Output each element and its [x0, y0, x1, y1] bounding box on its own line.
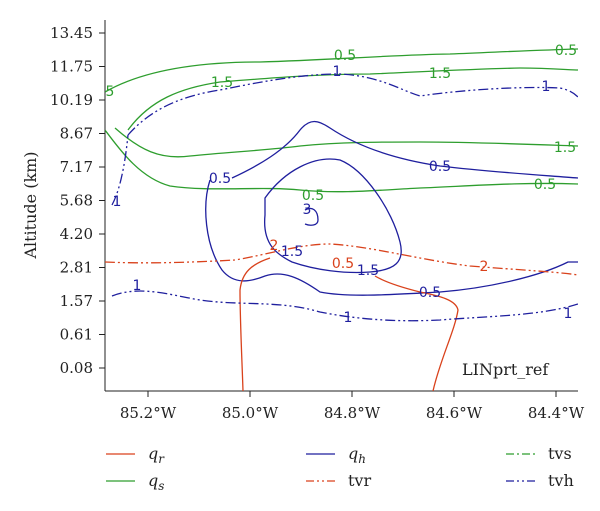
legend-label-tvr: tvr [348, 471, 371, 490]
y-tick-label: 1.57 [60, 292, 93, 310]
tvh-label-1-low-right: 1 [564, 306, 573, 322]
tvr-label-0p5: 0.5 [332, 256, 354, 272]
legend-label-tvs: tvs [548, 444, 572, 463]
qh-contour-1p5-inner [264, 158, 402, 274]
y-ticks: 13.45 11.75 10.19 8.67 7.17 5.68 4.20 2.81 1.57 0… [50, 24, 105, 377]
plot-area [105, 48, 578, 391]
qs-label-0p5-right: 0.5 [555, 43, 577, 59]
legend-item-qr: qr [106, 444, 165, 466]
legend-item-tvs: tvs [506, 444, 572, 463]
qs-contour-0p5-lower [105, 129, 578, 193]
x-tick-label: 85.2°W [120, 404, 177, 422]
tvh-label-1-right-top: 1 [542, 79, 551, 95]
y-tick-label: 13.45 [50, 24, 93, 42]
qh-label-1p5-a: 1.5 [281, 244, 303, 260]
y-tick-label: 5.68 [60, 192, 93, 210]
legend-item-qh: qh [306, 444, 366, 466]
qs-contour-0p5-upper [105, 48, 578, 93]
qs-label-0p5-top: 0.5 [334, 48, 356, 64]
qh-label-3: 3 [303, 202, 312, 218]
y-tick-label: 0.61 [60, 326, 93, 344]
qs-contour-1p5-upper [127, 67, 578, 131]
x-tick-label: 85.0°W [222, 404, 279, 422]
legend-label-qr: qr [148, 444, 165, 466]
x-tick-label: 84.6°W [426, 404, 483, 422]
tvh-contour-upper [127, 73, 578, 136]
tvh-contour-left [111, 134, 129, 206]
qh-contour-3 [304, 207, 319, 226]
tvh-label-1-top: 1 [333, 64, 342, 80]
qh-contour-1p5 [231, 120, 578, 179]
legend-item-qs: qs [106, 471, 164, 493]
contour-labels: 0.5 0.5 1.5 1.5 1.5 0.5 0.5 5 0.5 0.5 1.… [106, 43, 578, 326]
qh-label-0p5-low: 0.5 [419, 285, 441, 301]
qs-contour-1p5-lower [114, 127, 578, 158]
legend-item-tvr: tvr [306, 471, 371, 490]
y-tick-label: 10.19 [50, 91, 93, 109]
axes [104, 20, 578, 392]
qh-label-0p5-left: 0.5 [209, 171, 231, 187]
y-tick-label: 0.08 [60, 359, 93, 377]
qs-label-0p5-mid: 0.5 [302, 188, 324, 204]
tvh-label-1-low-mid: 1 [344, 310, 353, 326]
legend: qr qs qh tvr tvs tvh [106, 444, 574, 493]
legend-item-tvh: tvh [506, 471, 574, 490]
legend-label-qs: qs [148, 471, 164, 493]
y-tick-label: 7.17 [60, 158, 93, 176]
panel-label: LINprt_ref [462, 360, 549, 379]
legend-label-tvh: tvh [548, 471, 574, 490]
qs-label-0p5-lower-right: 0.5 [534, 177, 556, 193]
tvr-label-2-right: 2 [480, 259, 489, 275]
y-tick-label: 4.20 [60, 225, 93, 243]
y-tick-label: 8.67 [60, 125, 93, 143]
qh-label-0p5-mid: 0.5 [429, 159, 451, 175]
legend-label-qh: qh [348, 444, 366, 466]
x-ticks: 85.2°W 85.0°W 84.8°W 84.6°W 84.4°W [120, 391, 585, 422]
qs-label-1p5-left: 1.5 [211, 75, 233, 91]
qs-label-5-left: 5 [106, 84, 115, 100]
qr-contour-left [239, 257, 271, 391]
qs-label-1p5-mid: 1.5 [429, 66, 451, 82]
tvr-contour [105, 243, 578, 276]
tvh-contour-lower [111, 290, 578, 322]
qh-contour-0p5 [205, 179, 578, 296]
tvh-label-1-left: 1 [113, 194, 122, 210]
y-axis-label: Altitude (km) [21, 151, 40, 259]
x-tick-label: 84.4°W [528, 404, 585, 422]
qs-label-1p5-right: 1.5 [554, 140, 576, 156]
qh-label-1p5-b: 1.5 [357, 263, 379, 279]
tvr-label-2-left: 2 [270, 238, 279, 254]
x-tick-label: 84.8°W [324, 404, 381, 422]
y-tick-label: 11.75 [50, 58, 93, 76]
qr-contour-right [374, 275, 459, 391]
tvh-label-1-low-left: 1 [133, 278, 142, 294]
y-tick-label: 2.81 [60, 259, 93, 277]
